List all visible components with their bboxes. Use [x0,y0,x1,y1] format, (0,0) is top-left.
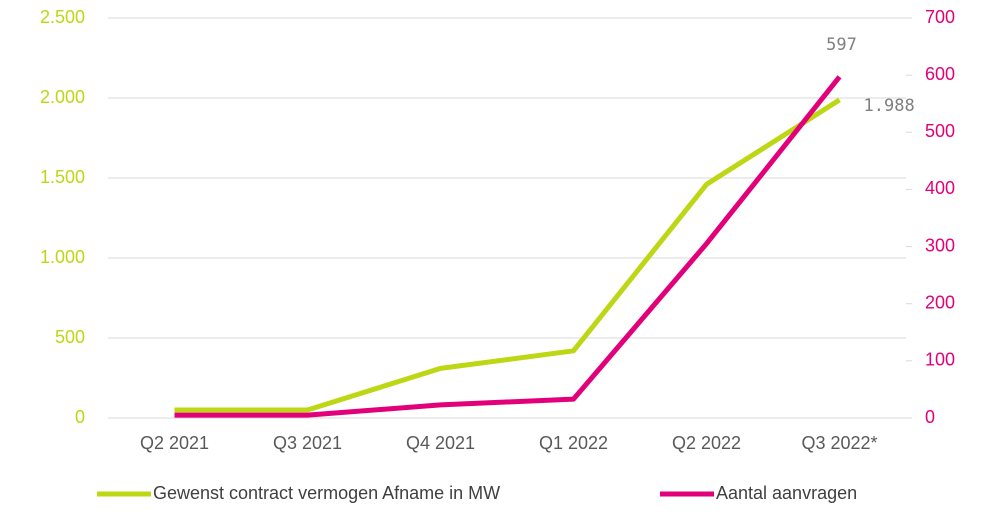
x-tick-label: Q1 2022 [539,433,608,453]
y2-tick-label: 0 [925,407,935,427]
y-tick-label: 1.000 [40,247,85,267]
x-tick-label: Q2 2021 [140,433,209,453]
x-tick-label: Q3 2022* [801,433,877,453]
series-line [174,75,842,418]
data-label: 1.988 [864,96,915,116]
y2-tick-label: 100 [925,350,955,370]
y2-tick-label: 700 [925,7,955,27]
x-tick-label: Q2 2022 [672,433,741,453]
y2-tick-label: 400 [925,178,955,198]
y2-tick-label: 300 [925,235,955,255]
series-line [174,97,841,413]
y-tick-label: 0 [75,407,85,427]
y-tick-label: 1.500 [40,167,85,187]
legend-label: Aantal aanvragen [716,483,857,503]
y-tick-label: 2.500 [40,7,85,27]
y2-tick-label: 500 [925,121,955,141]
x-tick-label: Q4 2021 [406,433,475,453]
data-label: 597 [826,35,857,55]
y2-tick-label: 200 [925,292,955,312]
y2-tick-label: 600 [925,64,955,84]
x-tick-label: Q3 2021 [273,433,342,453]
y-tick-label: 500 [55,327,85,347]
y-tick-label: 2.000 [40,87,85,107]
legend-label: Gewenst contract vermogen Afname in MW [153,483,500,503]
